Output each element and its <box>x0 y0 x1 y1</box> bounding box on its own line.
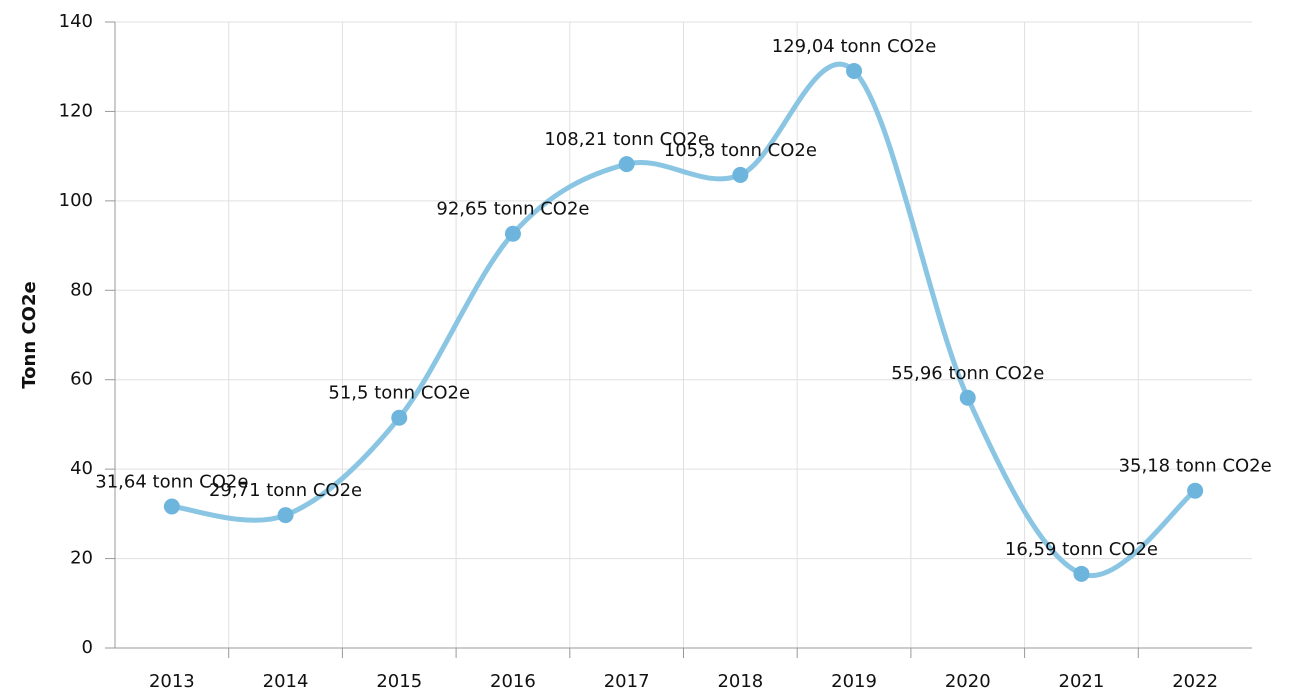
point <box>504 225 521 242</box>
x-tick-label: 2018 <box>717 671 763 692</box>
data-label: 129,04 tonn CO2e <box>772 36 937 57</box>
point <box>732 166 749 183</box>
data-label: 108,21 tonn CO2e <box>544 129 709 150</box>
point <box>1187 482 1204 499</box>
x-tick-label: 2019 <box>831 671 877 692</box>
data-label: 16,59 tonn CO2e <box>1005 539 1158 560</box>
y-tick-label: 140 <box>59 11 93 32</box>
data-label: 29,71 tonn CO2e <box>209 480 362 501</box>
data-label: 51,5 tonn CO2e <box>328 383 470 404</box>
data-label: 55,96 tonn CO2e <box>891 363 1044 384</box>
point <box>959 389 976 406</box>
data-label: 31,64 tonn CO2e <box>95 472 248 493</box>
y-tick-label: 120 <box>59 100 93 121</box>
y-tick-label: 60 <box>70 369 93 390</box>
x-tick-label: 2016 <box>490 671 536 692</box>
y-tick-label: 80 <box>70 279 93 300</box>
point <box>618 156 635 173</box>
data-label: 92,65 tonn CO2e <box>436 199 589 220</box>
point <box>1073 565 1090 582</box>
x-tick-label: 2022 <box>1172 671 1218 692</box>
y-axis-title: Tonn CO2e <box>19 281 40 388</box>
point <box>846 63 863 80</box>
point <box>163 498 180 515</box>
x-tick-label: 2013 <box>149 671 195 692</box>
y-tick-label: 40 <box>70 458 93 479</box>
data-label: 35,18 tonn CO2e <box>1119 456 1272 477</box>
point <box>391 409 408 426</box>
x-tick-label: 2017 <box>604 671 650 692</box>
x-tick-label: 2014 <box>263 671 309 692</box>
x-tick-label: 2015 <box>376 671 422 692</box>
y-tick-label: 0 <box>82 637 93 658</box>
data-label: 105,8 tonn CO2e <box>664 140 817 161</box>
x-tick-label: 2020 <box>945 671 991 692</box>
y-tick-label: 20 <box>70 548 93 569</box>
x-tick-label: 2021 <box>1059 671 1105 692</box>
y-tick-label: 100 <box>59 190 93 211</box>
point <box>277 507 294 524</box>
